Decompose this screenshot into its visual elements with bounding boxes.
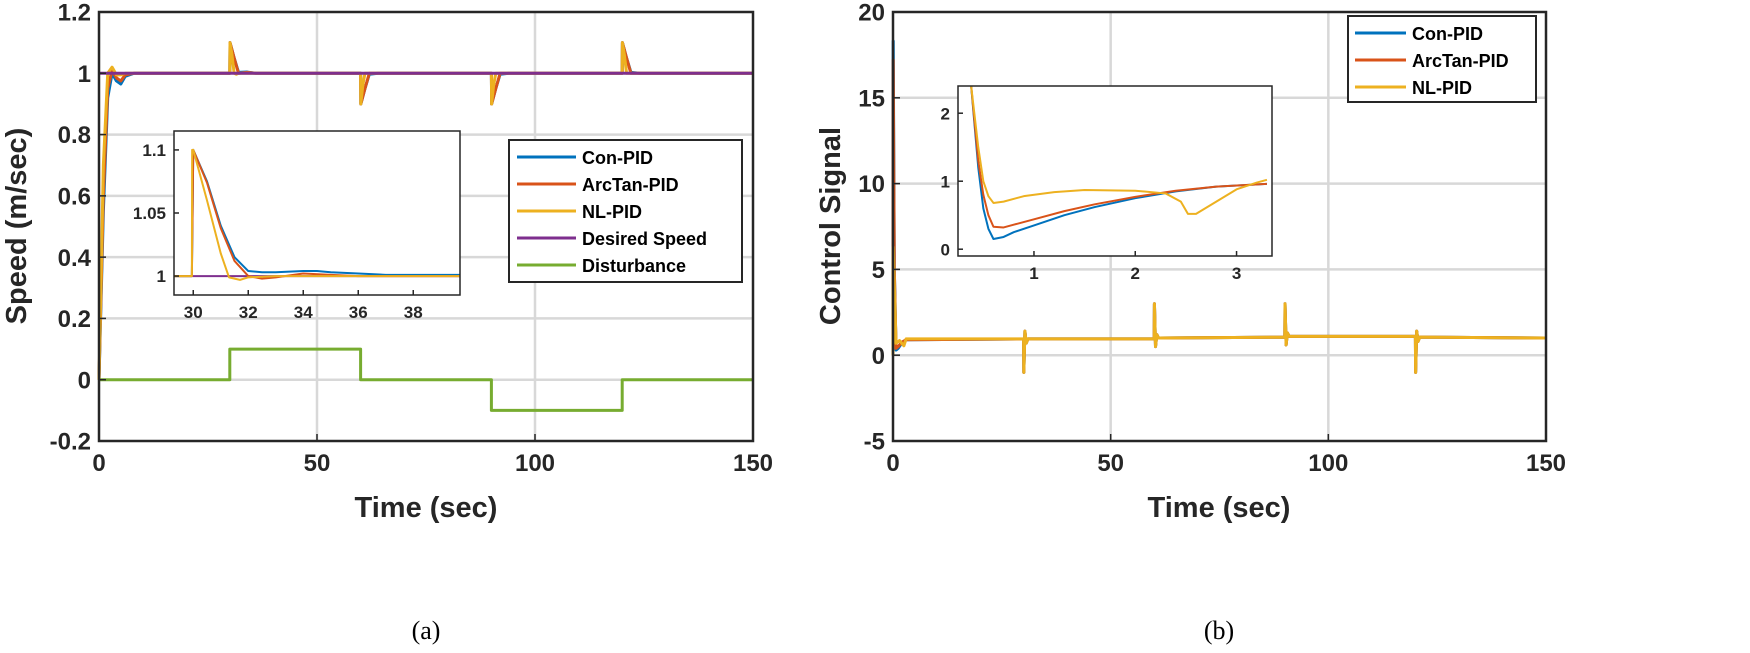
panel-a-inset: 30 32 34 36 38 1 1.05 1.1 xyxy=(133,130,461,322)
panel-b-y-tick-label: -5 xyxy=(864,429,885,456)
panel-b-y-tick-label: 15 xyxy=(858,85,885,112)
panel-a-x-ticks: 0 50 100 150 xyxy=(92,434,773,477)
panel-a-inset-x-ticks: 30 32 34 36 38 xyxy=(184,290,423,322)
panel-a-x-tick-label: 0 xyxy=(92,450,105,477)
panel-b-x-tick-label: 100 xyxy=(1308,450,1348,477)
panel-a-x-tick-label: 100 xyxy=(515,450,555,477)
panel-a-caption: (a) xyxy=(412,616,441,645)
panel-a-inset-y-tick-label: 1 xyxy=(157,267,166,286)
panel-a-y-axis-label: Speed (m/sec) xyxy=(1,128,33,325)
panel-b-legend: Con-PID ArcTan-PID NL-PID xyxy=(1347,15,1537,103)
panel-a-y-tick-label: 1 xyxy=(78,61,91,88)
panel-a-speed-chart: 0 50 100 150 -0.200.20.40.60.811.2 Time (se… xyxy=(1,0,773,645)
panel-a-y-tick-label: -0.2 xyxy=(50,429,91,456)
panel-a-y-ticks: -0.2 0 0.2 0.4 0.6 0.8 1 1.2 xyxy=(50,0,106,456)
panel-a-plot-box xyxy=(97,10,755,443)
panel-b-x-ticks: 0 50 100 150 xyxy=(886,434,1566,477)
legend-label-desired-speed: Desired Speed xyxy=(582,229,707,249)
panel-a-x-tick-label: 50 xyxy=(304,450,331,477)
panel-a-y-tick-label: 0.8 xyxy=(58,122,91,149)
panel-a-y-tick-label: 0.4 xyxy=(58,245,92,272)
panel-a-y-tick-label: 1.2 xyxy=(58,0,91,27)
panel-b-plot-box xyxy=(891,10,1548,443)
legend-label-arctan-pid-b: ArcTan-PID xyxy=(1412,51,1509,71)
panel-a-series xyxy=(97,41,753,412)
panel-b-inset-x-ticks: 1 2 3 xyxy=(1029,251,1241,283)
panel-b-caption: (b) xyxy=(1204,616,1234,645)
panel-b-inset-x-tick-label: 1 xyxy=(1029,264,1038,283)
panel-a-y-tick-label: 0.2 xyxy=(58,306,91,333)
panel-a-inset-series xyxy=(174,148,460,281)
panel-a-inset-x-tick-label: 36 xyxy=(349,303,368,322)
panel-b-y-tick-label: 20 xyxy=(858,0,885,27)
panel-b-y-tick-label: 10 xyxy=(858,171,885,198)
panel-b-y-axis-label: Control Signal xyxy=(815,127,847,325)
panel-b-inset-series-nl-pid xyxy=(970,85,1268,215)
panel-b-inset-series-arctan-pid xyxy=(970,85,1267,229)
panel-a-inset-series-nl-pid xyxy=(174,148,460,281)
panel-b-inset-y-ticks: 0 1 2 xyxy=(941,104,963,259)
panel-b-y-ticks: -5 0 5 10 15 20 xyxy=(858,0,900,456)
legend-label-con-pid: Con-PID xyxy=(582,148,653,168)
panel-a-x-tick-label: 150 xyxy=(733,450,773,477)
panel-b-x-tick-label: 50 xyxy=(1097,450,1124,477)
panel-b-series-nl-pid xyxy=(891,245,1547,374)
panel-a-inset-x-tick-label: 34 xyxy=(294,303,313,322)
legend-label-disturbance: Disturbance xyxy=(582,256,686,276)
panel-a-inset-y-tick-label: 1.1 xyxy=(142,141,166,160)
legend-label-arctan-pid: ArcTan-PID xyxy=(582,175,679,195)
panel-a-inset-y-tick-label: 1.05 xyxy=(133,204,166,223)
panel-b-inset-y-tick-label: 1 xyxy=(941,172,950,191)
panel-a-inset-x-tick-label: 30 xyxy=(184,303,203,322)
panel-b-inset-y-tick-label: 0 xyxy=(941,240,950,259)
panel-b-inset-series xyxy=(970,85,1268,240)
panel-a-legend: Con-PID ArcTan-PID NL-PID Desired Speed … xyxy=(508,139,743,283)
panel-b-x-tick-label: 0 xyxy=(886,450,899,477)
panel-b-inset-x-tick-label: 2 xyxy=(1131,264,1140,283)
legend-label-nl-pid-b: NL-PID xyxy=(1412,78,1472,98)
legend-label-con-pid-b: Con-PID xyxy=(1412,24,1483,44)
panel-b-series xyxy=(891,39,1547,374)
panel-a-y-tick-label: 0.6 xyxy=(58,183,91,210)
panel-b-inset-box xyxy=(957,85,1273,257)
panel-b-y-tick-label: 0 xyxy=(872,343,885,370)
legend-label-nl-pid: NL-PID xyxy=(582,202,642,222)
panel-b-x-tick-label: 150 xyxy=(1526,450,1566,477)
panel-b-x-axis-label: Time (sec) xyxy=(1148,492,1291,524)
panel-a-series-disturbance xyxy=(99,347,753,412)
panel-a-inset-x-tick-label: 32 xyxy=(239,303,258,322)
panel-a-inset-y-ticks: 1 1.05 1.1 xyxy=(133,141,179,286)
panel-a-y-tick-label: 0 xyxy=(78,367,91,394)
panel-a-x-axis-label: Time (sec) xyxy=(355,492,498,524)
panel-b-inset: 1 2 3 0 1 2 xyxy=(941,85,1273,283)
panel-b-inset-y-tick-label: 2 xyxy=(941,104,950,123)
panel-b-inset-background xyxy=(958,86,1272,256)
panel-a-inset-background xyxy=(174,131,460,295)
panel-b-inset-x-tick-label: 3 xyxy=(1232,264,1241,283)
panel-b-y-tick-label: 5 xyxy=(872,257,885,284)
panel-a-inset-x-tick-label: 38 xyxy=(404,303,423,322)
